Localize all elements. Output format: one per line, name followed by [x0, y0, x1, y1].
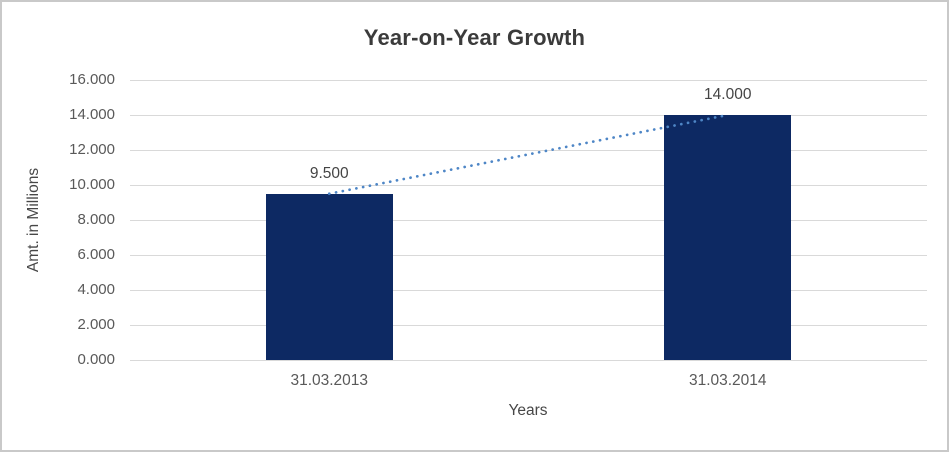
gridline — [130, 150, 927, 151]
trendline — [327, 113, 730, 196]
y-tick-label: 12.000 — [69, 141, 115, 158]
category-label: 31.03.2014 — [688, 372, 767, 389]
bar — [265, 193, 393, 360]
plot-area — [130, 80, 927, 361]
gridline — [130, 185, 927, 186]
data-label: 9.500 — [309, 164, 349, 182]
data-label: 14.000 — [704, 86, 752, 103]
y-tick-label: 8.000 — [77, 211, 115, 228]
gridline — [130, 80, 927, 81]
y-tick-label: 2.000 — [77, 316, 115, 333]
y-tick-label: 14.000 — [69, 106, 115, 123]
gridline — [130, 255, 927, 256]
y-tick-label: 16.000 — [69, 71, 115, 88]
gridline — [130, 220, 927, 221]
chart-title: Year-on-Year Growth — [363, 25, 586, 50]
gridline — [130, 360, 927, 361]
gridline — [130, 115, 927, 116]
y-tick-label: 10.000 — [69, 176, 115, 193]
category-label: 31.03.2013 — [290, 372, 369, 389]
y-tick-label: 6.000 — [77, 246, 115, 263]
y-tick-label: 4.000 — [77, 281, 115, 298]
x-axis-title: Years — [508, 402, 548, 419]
bar — [664, 115, 792, 360]
gridline — [130, 290, 927, 291]
gridline — [130, 325, 927, 326]
y-tick-label: 0.000 — [77, 351, 115, 368]
